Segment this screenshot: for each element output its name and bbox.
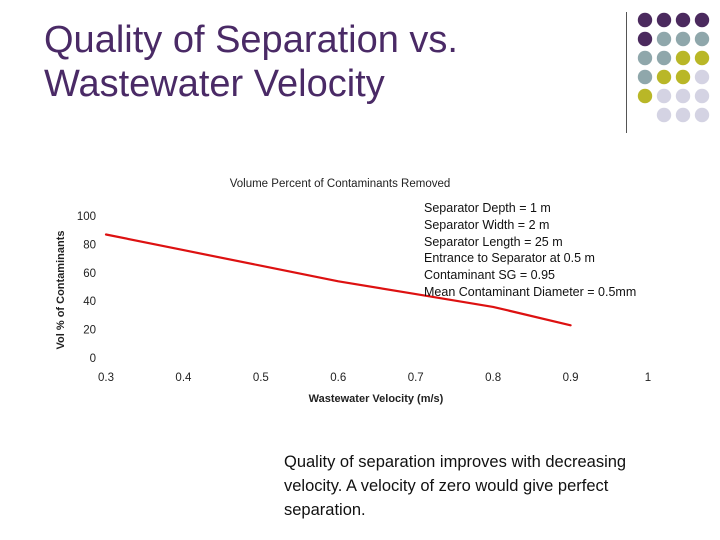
decorative-dot <box>694 50 710 66</box>
x-tick-labels: 0.3 0.4 0.5 0.6 0.7 0.8 0.9 1 <box>98 372 651 384</box>
y-axis-label: Vol % of Contaminants <box>55 231 67 350</box>
decorative-dot <box>675 107 691 123</box>
decorative-dot <box>694 31 710 47</box>
y-tick-label: 80 <box>83 239 96 251</box>
decorative-dot <box>694 107 710 123</box>
y-tick-label: 60 <box>83 268 96 280</box>
y-tick-label: 20 <box>83 325 96 337</box>
decorative-dot <box>637 88 653 104</box>
decorative-dot <box>694 88 710 104</box>
y-tick-label: 40 <box>83 296 96 308</box>
y-tick-labels: 0 20 40 60 80 100 <box>77 211 96 365</box>
x-axis-label: Wastewater Velocity (m/s) <box>309 393 444 405</box>
x-tick-label: 0.7 <box>408 372 424 384</box>
decorative-dot <box>694 12 710 28</box>
decorative-dot-grid <box>637 12 710 123</box>
decorative-dot <box>675 69 691 85</box>
decorative-dot <box>637 69 653 85</box>
decorative-dot <box>675 12 691 28</box>
decorative-dot <box>656 88 672 104</box>
chart-annotations: Separator Depth = 1 m Separator Width = … <box>424 200 684 301</box>
x-tick-label: 0.4 <box>175 372 192 384</box>
slide-title: Quality of Separation vs. Wastewater Vel… <box>44 18 604 106</box>
decorative-dot <box>656 50 672 66</box>
decorative-dot <box>675 31 691 47</box>
x-tick-label: 0.6 <box>330 372 346 384</box>
decorative-dot <box>637 31 653 47</box>
annotation-length: Separator Length = 25 m <box>424 234 563 249</box>
y-tick-label: 0 <box>90 353 96 365</box>
annotation-sg: Contaminant SG = 0.95 <box>424 268 555 283</box>
x-tick-label: 0.5 <box>253 372 269 384</box>
annotation-diameter: Mean Contaminant Diameter = 0.5mm <box>424 284 637 299</box>
divider-line <box>626 12 627 133</box>
line-chart: Volume Percent of Contaminants Removed V… <box>55 178 651 405</box>
annotation-depth: Separator Depth = 1 m <box>424 201 551 215</box>
decorative-dot <box>637 50 653 66</box>
chart-title: Volume Percent of Contaminants Removed <box>230 178 451 190</box>
decorative-dot <box>656 12 672 28</box>
decorative-dot <box>656 107 672 123</box>
x-tick-label: 1 <box>645 372 651 384</box>
decorative-dot <box>675 88 691 104</box>
decorative-dot <box>637 12 653 28</box>
annotation-entrance: Entrance to Separator at 0.5 m <box>424 251 595 266</box>
x-tick-label: 0.3 <box>98 372 114 384</box>
decorative-dot <box>694 69 710 85</box>
x-tick-label: 0.9 <box>563 372 579 384</box>
series-lines <box>104 233 572 327</box>
annotation-width: Separator Width = 2 m <box>424 217 550 232</box>
title-line-2: Wastewater Velocity <box>44 63 385 105</box>
x-tick-label: 0.8 <box>485 372 501 384</box>
decorative-dot <box>656 69 672 85</box>
decorative-dot <box>675 50 691 66</box>
y-tick-label: 100 <box>77 211 96 223</box>
caption-text: Quality of separation improves with decr… <box>284 453 627 519</box>
series-line <box>104 233 572 327</box>
title-line-1: Quality of Separation vs. <box>44 19 458 61</box>
decorative-dot <box>656 31 672 47</box>
